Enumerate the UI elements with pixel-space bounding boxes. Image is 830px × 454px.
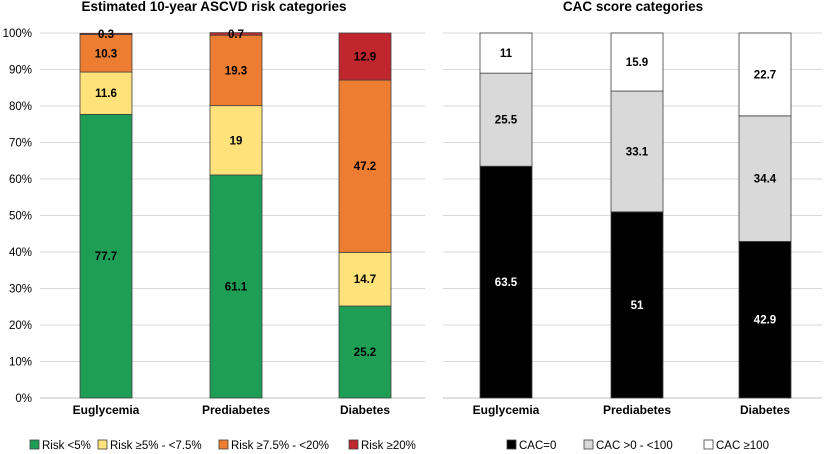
risk-data-label: 19	[230, 135, 243, 147]
cac-data-label: 63.5	[495, 277, 518, 289]
risk-bar-diabetes-risk-7-5-20	[338, 79, 392, 253]
cac-bar-euglycemia-cac-100	[479, 32, 533, 74]
cac-data-label: 33.1	[626, 146, 649, 158]
risk-chart-title: Estimated 10-year ASCVD risk categories	[81, 0, 346, 14]
risk-data-label: 61.1	[225, 281, 248, 293]
risk-legend-swatch	[218, 439, 229, 450]
y-tick-label: 40%	[9, 247, 32, 259]
risk-data-label: 12.9	[354, 52, 376, 64]
risk-bar-euglycemia-risk-7-5-20	[79, 34, 133, 73]
cac-bar-euglycemia-cac-0	[479, 165, 533, 399]
y-tick-label: 90%	[9, 65, 32, 77]
risk-bar-diabetes-risk-5-7-5	[338, 251, 392, 307]
risk-category-label: Euglycemia	[73, 403, 140, 417]
risk-bar-prediabetes-risk-5-7-5	[209, 105, 263, 176]
cac-bar-diabetes-cac-0	[738, 241, 792, 399]
y-tick-label: 30%	[9, 284, 32, 296]
cac-data-label: 42.9	[754, 315, 776, 327]
cac-chart-title: CAC score categories	[563, 0, 703, 14]
cac-legend-swatch	[506, 439, 517, 450]
risk-data-label: 0.3	[98, 29, 114, 41]
risk-data-label: 77.7	[95, 251, 117, 263]
cac-bar-prediabetes-cac-100	[610, 32, 664, 92]
y-tick-label: 0%	[15, 393, 32, 405]
y-tick-label: 10%	[9, 357, 32, 369]
y-tick-label: 20%	[9, 320, 32, 332]
y-tick-label: 60%	[9, 174, 32, 186]
risk-legend-label: Risk ≥20%	[361, 440, 416, 452]
risk-data-label: 19.3	[225, 65, 247, 77]
risk-data-label: 11.6	[95, 88, 117, 100]
risk-legend-label: Risk <5%	[42, 440, 91, 452]
cac-legend-label: CAC=0	[519, 440, 556, 452]
risk-bar-prediabetes-risk-5	[209, 174, 263, 399]
cac-legend-label: CAC >0 - <100	[596, 440, 673, 452]
risk-legend-swatch	[97, 439, 108, 450]
risk-category-label: Diabetes	[340, 403, 390, 417]
cac-bar-prediabetes-cac-0	[610, 211, 664, 399]
risk-bar-diabetes-risk-5	[338, 305, 392, 399]
y-tick-label: 100%	[3, 28, 32, 40]
cac-category-label: Euglycemia	[473, 403, 540, 417]
risk-data-label: 47.2	[354, 161, 376, 173]
risk-legend-swatch	[29, 439, 40, 450]
risk-bar-diabetes-risk-20	[338, 32, 392, 81]
cac-bar-diabetes-cac-0-100	[738, 115, 792, 242]
risk-bar-prediabetes-risk-20	[209, 32, 263, 36]
cac-data-label: 15.9	[626, 57, 648, 69]
cac-legend-swatch	[583, 439, 594, 450]
risk-category-label: Prediabetes	[202, 403, 270, 417]
risk-bar-euglycemia-risk-5	[79, 113, 133, 399]
risk-legend-swatch	[348, 439, 359, 450]
cac-chart: CAC score categories 63.5 25.5 11 Euglycemi…	[443, 0, 822, 452]
cac-bar-diabetes-cac-100	[738, 32, 792, 117]
y-tick-label: 80%	[9, 101, 32, 113]
risk-bar-euglycemia-risk-20	[79, 32, 133, 35]
cac-category-label: Prediabetes	[603, 403, 671, 417]
cac-data-label: 34.4	[754, 174, 777, 186]
risk-data-label: 14.7	[354, 274, 376, 286]
cac-data-label: 22.7	[754, 69, 776, 81]
risk-data-label: 0.7	[228, 29, 244, 41]
y-tick-label: 70%	[9, 138, 32, 150]
cac-legend-label: CAC ≥100	[716, 440, 769, 452]
risk-legend-label: Risk ≥5% - <7.5%	[110, 440, 202, 452]
risk-legend-label: Risk ≥7.5% - <20%	[231, 440, 329, 452]
risk-data-label: 10.3	[95, 48, 117, 60]
cac-bar-prediabetes-cac-0-100	[610, 90, 664, 213]
cac-legend-swatch	[703, 439, 714, 450]
cac-data-label: 25.5	[495, 115, 518, 127]
cac-data-label: 51	[631, 300, 644, 312]
risk-bar-prediabetes-risk-7-5-20	[209, 34, 263, 107]
cac-data-label: 11	[500, 48, 513, 60]
risk-data-label: 25.2	[354, 347, 376, 359]
risk-bar-euglycemia-risk-5-7-5	[79, 71, 133, 115]
y-tick-label: 50%	[9, 211, 32, 223]
risk-chart: Estimated 10-year ASCVD risk categories …	[3, 0, 425, 452]
cac-category-label: Diabetes	[740, 403, 790, 417]
